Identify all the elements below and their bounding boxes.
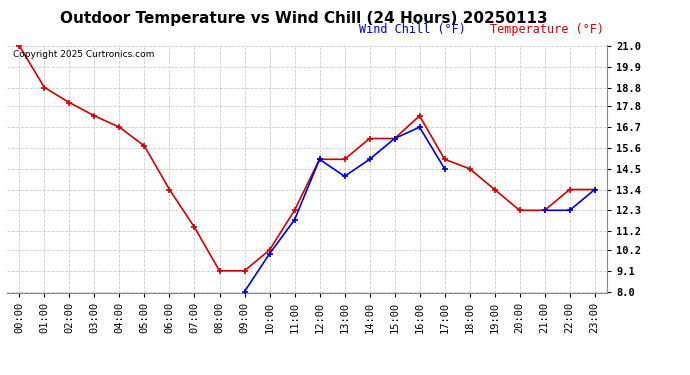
Text: Wind Chill (°F): Wind Chill (°F): [359, 22, 466, 36]
Text: Temperature (°F): Temperature (°F): [490, 22, 604, 36]
Text: Copyright 2025 Curtronics.com: Copyright 2025 Curtronics.com: [13, 50, 155, 59]
Text: Outdoor Temperature vs Wind Chill (24 Hours) 20250113: Outdoor Temperature vs Wind Chill (24 Ho…: [60, 11, 547, 26]
